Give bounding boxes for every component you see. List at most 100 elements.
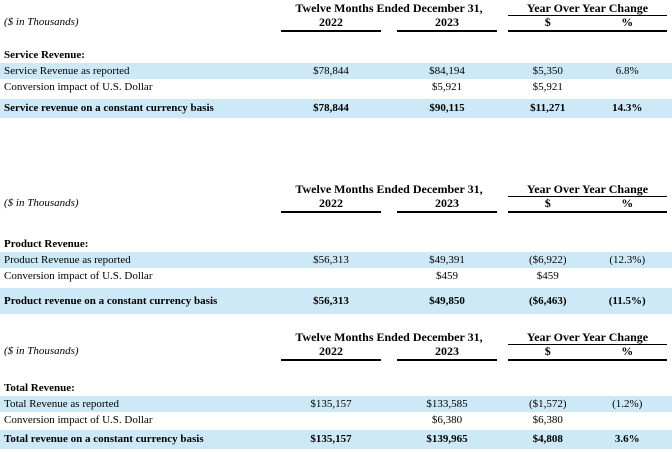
value-change: $6,380 [532, 414, 563, 426]
yoy-values: $11,271 14.3% [508, 99, 667, 118]
row-label: Product Revenue as reported [4, 254, 131, 266]
table-row: Service Revenue as reported $78,844 $84,… [0, 63, 672, 79]
product-revenue-table: Twelve Months Ended December 31, Year Ov… [0, 183, 672, 314]
table-row-total: Product revenue on a constant currency b… [0, 288, 672, 314]
table-row: Total Revenue as reported $135,157 $133,… [0, 396, 672, 412]
row-label: Conversion impact of U.S. Dollar [4, 414, 153, 426]
value-percent: (1.2%) [612, 398, 643, 410]
value-change: ($1,572) [528, 398, 567, 410]
value-2022 [281, 412, 381, 428]
units-label: ($ in Thousands) [4, 16, 79, 28]
value-change: $11,271 [530, 102, 566, 114]
row-label: Total Revenue as reported [4, 398, 119, 410]
value-2023: $5,921 [431, 81, 463, 93]
column-header-2023: 2023 [397, 196, 497, 213]
yoy-header: Year Over Year Change [508, 2, 667, 16]
value-2023: $139,965 [426, 433, 468, 445]
table-row-total: Service revenue on a constant currency b… [0, 99, 672, 118]
value-2022 [281, 79, 381, 95]
yoy-values: $4,808 3.6% [508, 430, 667, 449]
section-label: Product Revenue: [4, 238, 89, 250]
value-2023: $49,850 [429, 295, 465, 307]
section-label: Service Revenue: [4, 49, 85, 61]
period-header: Twelve Months Ended December 31, [295, 1, 483, 15]
value-change: $459 [536, 270, 559, 282]
value-2022: $56,313 [313, 254, 349, 266]
yoy-values: $5,921 [508, 79, 667, 95]
column-header-2022: 2022 [281, 344, 381, 361]
section-label: Total Revenue: [4, 382, 75, 394]
value-2023: $90,115 [429, 102, 465, 114]
column-header-dollar: $ [544, 15, 551, 29]
yoy-values: ($6,463) (11.5%) [508, 288, 667, 314]
value-2022: $56,313 [313, 295, 349, 307]
column-header-dollar: $ [544, 196, 551, 210]
value-change: ($6,463) [528, 295, 567, 307]
value-2022 [281, 268, 381, 284]
column-header-2022: 2022 [281, 196, 381, 213]
value-percent: (12.3%) [609, 254, 646, 266]
table-row-total: Total revenue on a constant currency bas… [0, 430, 672, 449]
column-header-2023: 2023 [397, 15, 497, 32]
row-label: Service revenue on a constant currency b… [4, 102, 214, 114]
row-label: Service Revenue as reported [4, 65, 130, 77]
column-header-percent: % [621, 344, 634, 358]
table-header-row-spanners: Twelve Months Ended December 31, Year Ov… [0, 182, 672, 197]
column-header-2022: 2022 [281, 15, 381, 32]
column-header-dollar: $ [544, 344, 551, 358]
yoy-subcolumn-headers: $ % [508, 15, 667, 32]
column-header-percent: % [621, 15, 634, 29]
total-revenue-table: Twelve Months Ended December 31, Year Ov… [0, 331, 672, 449]
table-header-row-columns: ($ in Thousands) 2022 2023 $ % [0, 15, 672, 32]
yoy-header: Year Over Year Change [508, 183, 667, 197]
value-2023: $6,380 [431, 414, 463, 426]
section-header-row: Service Revenue: [0, 48, 672, 63]
table-row: Conversion impact of U.S. Dollar $459 $4… [0, 268, 672, 284]
section-header-row: Total Revenue: [0, 381, 672, 396]
yoy-values: ($6,922) (12.3%) [508, 252, 667, 268]
column-header-percent: % [621, 196, 634, 210]
value-percent: 6.8% [615, 65, 639, 77]
service-revenue-table: Twelve Months Ended December 31, Year Ov… [0, 2, 672, 118]
value-2023: $133,585 [426, 398, 468, 410]
value-2022: $135,157 [310, 398, 352, 410]
table-row: Conversion impact of U.S. Dollar $5,921 … [0, 79, 672, 95]
spacer [0, 32, 672, 48]
value-2022: $78,844 [313, 65, 349, 77]
period-header: Twelve Months Ended December 31, [295, 182, 483, 196]
value-2022: $135,157 [310, 433, 352, 445]
yoy-header: Year Over Year Change [508, 331, 667, 345]
yoy-subcolumn-headers: $ % [508, 344, 667, 361]
yoy-values: $459 [508, 268, 667, 284]
value-change: $4,808 [532, 433, 563, 445]
section-header-row: Product Revenue: [0, 237, 672, 252]
yoy-values: $5,350 6.8% [508, 63, 667, 79]
row-label: Conversion impact of U.S. Dollar [4, 270, 153, 282]
table-row: Product Revenue as reported $56,313 $49,… [0, 252, 672, 268]
row-label: Total revenue on a constant currency bas… [4, 433, 204, 445]
value-change: $5,921 [532, 81, 563, 93]
table-header-row-spanners: Twelve Months Ended December 31, Year Ov… [0, 1, 672, 16]
value-percent [588, 412, 668, 428]
yoy-values: $6,380 [508, 412, 667, 428]
period-header: Twelve Months Ended December 31, [295, 330, 483, 344]
value-percent [588, 268, 668, 284]
value-change: $5,350 [532, 65, 563, 77]
row-label: Product revenue on a constant currency b… [4, 295, 218, 307]
yoy-subcolumn-headers: $ % [508, 196, 667, 213]
table-row: Conversion impact of U.S. Dollar $6,380 … [0, 412, 672, 428]
table-header-row-spanners: Twelve Months Ended December 31, Year Ov… [0, 330, 672, 345]
spacer [0, 361, 672, 381]
value-percent: 3.6% [614, 433, 640, 445]
row-label: Conversion impact of U.S. Dollar [4, 81, 153, 93]
column-header-2023: 2023 [397, 344, 497, 361]
value-2022: $78,844 [313, 102, 349, 114]
value-2023: $459 [436, 270, 458, 282]
value-2023: $49,391 [429, 254, 465, 266]
value-percent: 14.3% [612, 102, 643, 114]
value-change: ($6,922) [528, 254, 567, 266]
spacer [0, 213, 672, 237]
value-percent [588, 79, 668, 95]
units-label: ($ in Thousands) [4, 345, 79, 357]
value-percent: (11.5%) [608, 295, 646, 307]
